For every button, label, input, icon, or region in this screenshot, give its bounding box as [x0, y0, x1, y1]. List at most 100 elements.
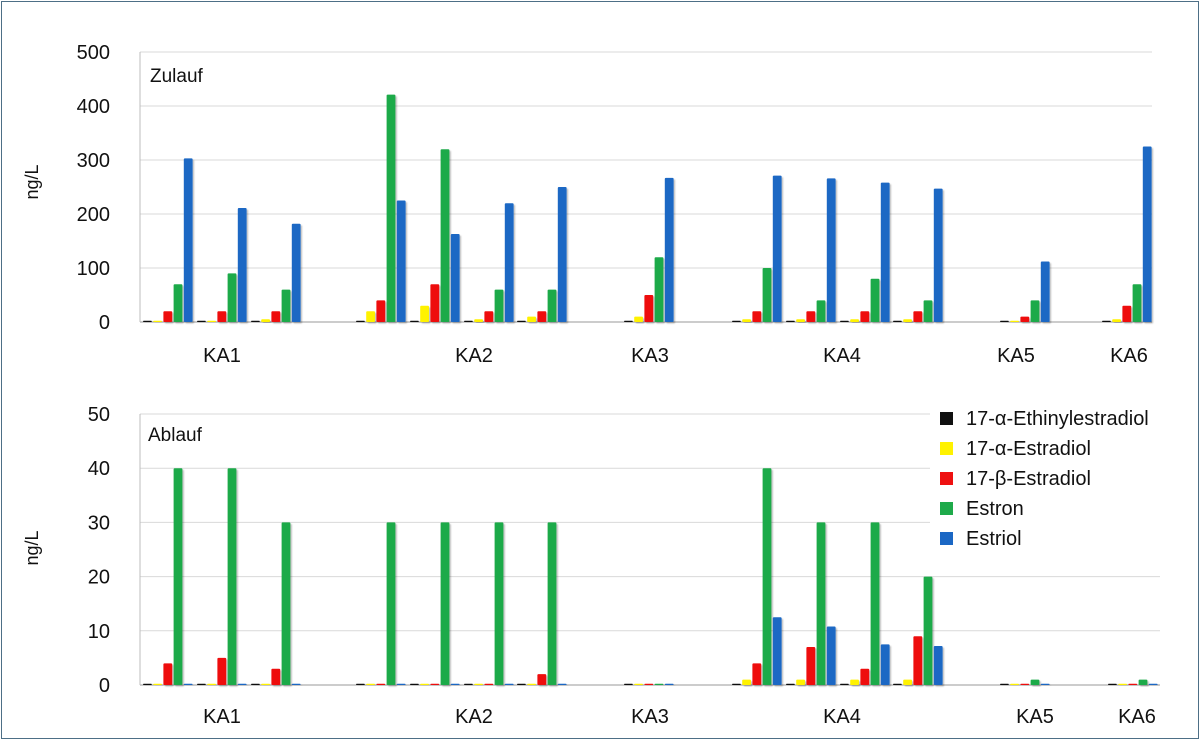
bar-estriol [291, 223, 301, 322]
legend-label: Estriol [966, 528, 1022, 550]
legend-label: 17-β-Estradiol [966, 468, 1091, 490]
zulauf-gridlines [139, 51, 1152, 323]
bar-estron [547, 289, 557, 322]
bar-estriol [880, 182, 890, 322]
bar-17-estradiol [860, 668, 870, 685]
legend-swatch-estriol [940, 532, 953, 545]
bar-17-ethinylestradiol [893, 320, 902, 322]
bar-17-estradiol [742, 319, 751, 322]
ablauf-panel-title: Ablauf [148, 425, 203, 446]
bar-17-estradiol [163, 663, 173, 685]
legend-label: 17-α-Estradiol [966, 438, 1091, 460]
bar-17-estradiol [913, 636, 923, 685]
group-label-ka5: KA5 [1016, 706, 1054, 728]
ablauf-bars [143, 468, 1158, 685]
bar-estron [816, 300, 826, 322]
zulauf-y-axis-label: ng/L [22, 164, 42, 199]
bar-estriol [291, 683, 301, 685]
bar-estron [281, 289, 291, 322]
bar-estron [762, 468, 772, 685]
bar-estriol [183, 683, 193, 685]
bar-17-ethinylestradiol [410, 320, 419, 322]
bar-estron [173, 284, 183, 322]
bar-17-estradiol [217, 311, 227, 322]
group-label-ka2: KA2 [455, 706, 493, 728]
bar-estriol [557, 683, 567, 685]
bar-17-estradiol [420, 305, 429, 322]
group-label-ka1: KA1 [203, 345, 241, 367]
group-label-ka1: KA1 [203, 706, 241, 728]
bar-estriol [396, 200, 406, 322]
bar-17-estradiol [261, 683, 270, 685]
bar-estriol [933, 188, 943, 322]
bar-17-estradiol [537, 311, 547, 322]
bar-17-estradiol [742, 679, 751, 685]
bar-estriol [880, 644, 890, 685]
bar-estron [547, 522, 557, 685]
y-tick-label: 300 [77, 150, 110, 172]
y-tick-label: 500 [77, 42, 110, 64]
legend-label: 17-α-Ethinylestradiol [966, 408, 1149, 430]
group-label-ka6: KA6 [1118, 706, 1156, 728]
bar-17-estradiol [537, 674, 547, 685]
bar-17-estradiol [217, 657, 227, 685]
zulauf-bars [143, 94, 1152, 322]
bar-17-estradiol [153, 683, 162, 685]
bar-17-estradiol [420, 683, 429, 685]
bar-estron [386, 94, 396, 322]
group-label-ka3: KA3 [631, 706, 669, 728]
group-label-ka4: KA4 [823, 345, 861, 367]
bar-estron [227, 273, 237, 322]
ablauf-group-labels: KA1 KA2 KA3 KA4 KA5 KA6 [203, 706, 1156, 728]
group-label-ka5: KA5 [997, 345, 1035, 367]
bar-estriol [933, 645, 943, 685]
bar-17-estradiol [634, 316, 643, 322]
y-tick-label: 30 [88, 512, 110, 534]
bar-17-estradiol [1112, 319, 1121, 322]
bar-17-estradiol [430, 284, 440, 322]
bar-estriol [826, 178, 836, 322]
bar-17-estradiol [903, 679, 912, 685]
bar-estriol [450, 683, 460, 685]
bar-17-ethinylestradiol [1000, 683, 1009, 685]
bar-17-ethinylestradiol [624, 320, 633, 322]
legend-label: Estron [966, 498, 1024, 520]
bar-17-estradiol [1128, 683, 1138, 685]
bar-estron [227, 468, 237, 685]
bar-estron [494, 522, 504, 685]
bar-estriol [396, 683, 406, 685]
bar-estron [281, 522, 291, 685]
y-tick-label: 20 [88, 567, 110, 589]
bar-17-estradiol [903, 319, 912, 322]
ablauf-y-ticks: 0 10 20 30 40 50 [88, 404, 110, 697]
bar-estriol [504, 203, 514, 322]
bar-17-estradiol [271, 311, 281, 322]
bar-17-ethinylestradiol [786, 320, 795, 322]
bar-17-estradiol [366, 311, 375, 322]
bar-17-estradiol [644, 295, 654, 322]
bar-17-estradiol [1010, 320, 1019, 322]
zulauf-panel-title: Zulauf [150, 66, 204, 87]
group-label-ka2: KA2 [455, 345, 493, 367]
bar-estron [654, 683, 664, 685]
bar-17-ethinylestradiol [840, 320, 849, 322]
bar-estron [816, 522, 826, 685]
bar-estron [440, 149, 450, 322]
bar-estron [494, 289, 504, 322]
bar-estriol [664, 177, 674, 322]
bar-estriol [772, 617, 782, 685]
bar-17-ethinylestradiol [464, 683, 473, 685]
bar-17-ethinylestradiol [624, 683, 633, 685]
bar-17-ethinylestradiol [356, 683, 365, 685]
bar-estron [1138, 679, 1148, 685]
bar-17-ethinylestradiol [1000, 320, 1009, 322]
legend-swatch-17-ethinylestradiol [940, 412, 953, 425]
zulauf-group-labels: KA1 KA2 KA3 KA4 KA5 KA6 [203, 345, 1148, 367]
bar-17-estradiol [752, 663, 762, 685]
y-tick-label: 200 [77, 204, 110, 226]
bar-estron [870, 278, 880, 322]
bar-estriol [1040, 261, 1050, 322]
bar-17-ethinylestradiol [464, 320, 473, 322]
